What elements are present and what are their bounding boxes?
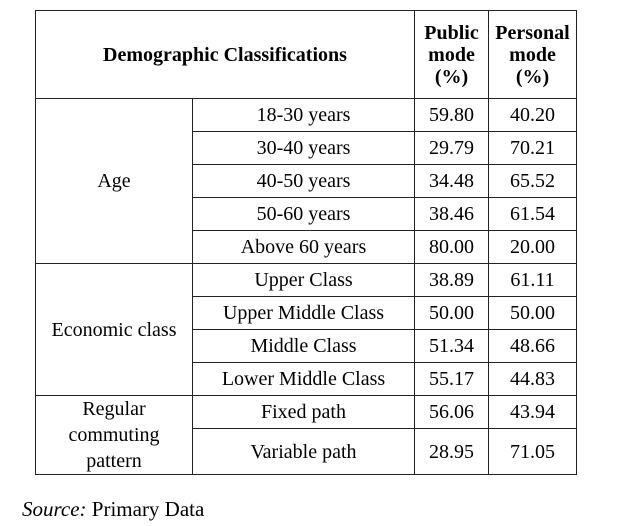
category-cell: Above 60 years	[192, 230, 415, 264]
category-cell: Lower Middle Class	[192, 362, 415, 396]
category-cell: 40-50 years	[192, 164, 415, 198]
public-cell: 38.89	[414, 263, 489, 297]
table-row: Upper Middle Class 50.00 50.00	[36, 296, 577, 330]
public-cell: 51.34	[414, 329, 489, 363]
public-cell: 56.06	[414, 394, 489, 430]
public-cell: 28.95	[414, 428, 489, 475]
table-row: Above 60 years 80.00 20.00	[36, 230, 577, 264]
personal-cell: 65.52	[488, 164, 577, 198]
source-note: Source: Primary Data	[22, 497, 204, 522]
public-cell: 29.79	[414, 131, 489, 165]
public-cell: 80.00	[414, 230, 489, 264]
group-label-age: Age	[35, 98, 193, 264]
table-row: 40-50 years 34.48 65.52	[36, 164, 577, 198]
personal-cell: 20.00	[488, 230, 577, 264]
category-cell: 30-40 years	[192, 131, 415, 165]
source-label: Source:	[22, 497, 87, 521]
category-cell: Fixed path	[192, 394, 415, 430]
personal-cell: 71.05	[488, 428, 577, 475]
category-cell: Upper Class	[192, 263, 415, 297]
group-label-commuting-pattern: Regular commuting pattern	[35, 395, 193, 475]
category-cell: 50-60 years	[192, 197, 415, 231]
table-row: 30-40 years 29.79 70.21	[36, 131, 577, 165]
public-cell: 59.80	[414, 98, 489, 132]
personal-cell: 70.21	[488, 131, 577, 165]
table-row: Economic class Upper Class 38.89 61.11	[35, 263, 577, 396]
table-row: 50-60 years 38.46 61.54	[36, 197, 577, 231]
table-row: Variable path 28.95 71.05	[36, 428, 577, 475]
public-cell: 50.00	[414, 296, 489, 330]
header-row: Demographic Classifications Public mode …	[35, 10, 577, 99]
table-row: Lower Middle Class 55.17 44.83	[36, 362, 577, 396]
category-cell: Variable path	[192, 428, 415, 475]
personal-cell: 43.94	[488, 394, 577, 430]
public-cell: 55.17	[414, 362, 489, 396]
group-label-economic-class: Economic class	[35, 263, 193, 396]
table-row: Age 18-30 years 59.80 40.20	[35, 98, 577, 264]
personal-cell: 50.00	[488, 296, 577, 330]
header-personal-mode: Personal mode (%)	[488, 10, 577, 99]
public-cell: 34.48	[414, 164, 489, 198]
demographic-mode-table: Demographic Classifications Public mode …	[35, 10, 577, 475]
personal-cell: 61.54	[488, 197, 577, 231]
personal-cell: 61.11	[488, 263, 577, 297]
personal-cell: 44.83	[488, 362, 577, 396]
public-cell: 38.46	[414, 197, 489, 231]
personal-cell: 40.20	[488, 98, 577, 132]
header-classification: Demographic Classifications	[35, 10, 415, 99]
table-container: Demographic Classifications Public mode …	[35, 10, 577, 475]
table-row: Middle Class 51.34 48.66	[36, 329, 577, 363]
table-row: Regular commuting pattern Fixed path 56.…	[35, 394, 577, 475]
source-text: Primary Data	[86, 497, 205, 521]
category-cell: Middle Class	[192, 329, 415, 363]
personal-cell: 48.66	[488, 329, 577, 363]
header-public-mode: Public mode (%)	[414, 10, 489, 99]
category-cell: Upper Middle Class	[192, 296, 415, 330]
category-cell: 18-30 years	[192, 98, 415, 132]
